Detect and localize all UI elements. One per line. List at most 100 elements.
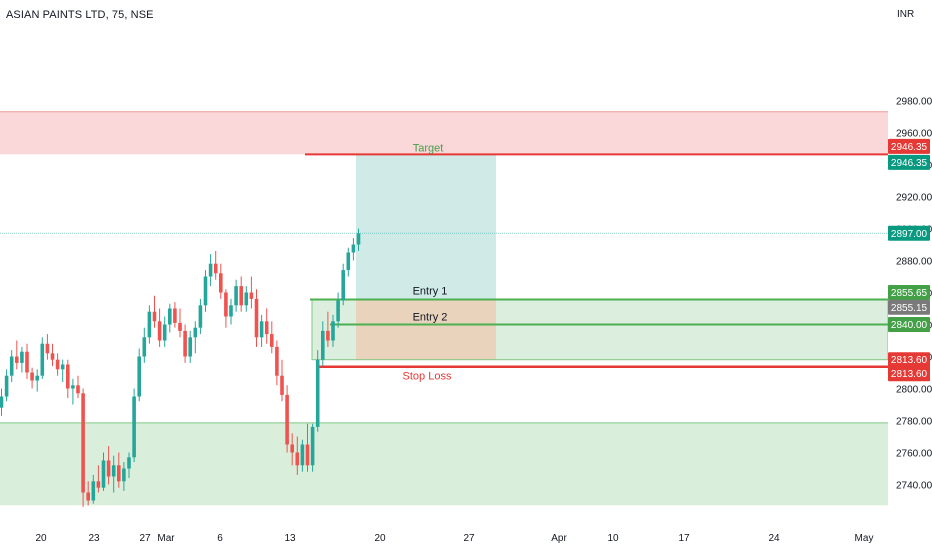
candle-body bbox=[4, 375, 9, 397]
candle-body bbox=[183, 330, 187, 357]
candle-body bbox=[331, 321, 335, 341]
candle-body bbox=[137, 356, 141, 397]
candle-body bbox=[111, 465, 116, 477]
zone-target-box bbox=[356, 154, 496, 300]
candle-body bbox=[295, 452, 300, 466]
candle-body bbox=[117, 465, 121, 482]
x-tick-label: 13 bbox=[284, 533, 296, 544]
candle-body bbox=[178, 322, 182, 331]
candle-body bbox=[264, 321, 269, 335]
zone-support bbox=[0, 422, 888, 506]
candle-body bbox=[71, 385, 75, 389]
candle-body bbox=[30, 372, 34, 381]
candle-body bbox=[193, 327, 198, 338]
price-badge bbox=[888, 154, 930, 170]
candle-body bbox=[315, 359, 320, 427]
candle-body bbox=[208, 263, 213, 277]
candle-body bbox=[173, 308, 177, 323]
candle-body bbox=[300, 444, 305, 466]
target-label: Target bbox=[413, 142, 444, 154]
price-badge-text: 2813.60 bbox=[891, 355, 928, 366]
zone-risk-box bbox=[356, 299, 496, 360]
candle-body bbox=[219, 273, 223, 293]
time-axis-bg bbox=[0, 525, 932, 550]
entry2-label: Entry 2 bbox=[413, 312, 448, 324]
x-tick-label: 27 bbox=[463, 533, 475, 544]
candle-body bbox=[106, 460, 111, 477]
candle-body bbox=[285, 394, 289, 445]
x-tick-label: Apr bbox=[551, 533, 567, 544]
x-tick-label: 20 bbox=[374, 533, 386, 544]
candle-body bbox=[188, 337, 192, 357]
y-tick-label: 2740.00 bbox=[896, 481, 932, 492]
candle-body bbox=[290, 444, 294, 453]
price-badge-text: 2855.65 bbox=[891, 288, 928, 299]
candle-body bbox=[275, 346, 279, 376]
price-badge-text: 2813.60 bbox=[891, 369, 928, 380]
candle-body bbox=[81, 393, 85, 493]
candle-body bbox=[341, 270, 345, 301]
candle-body bbox=[0, 396, 4, 408]
candle-body bbox=[321, 330, 325, 360]
price-badge bbox=[888, 225, 930, 241]
candle-body bbox=[198, 305, 203, 328]
candle-body bbox=[280, 375, 284, 395]
candle-body bbox=[35, 375, 39, 381]
candle-body bbox=[168, 308, 172, 325]
x-tick-label: Mar bbox=[157, 533, 175, 544]
candle-body bbox=[20, 351, 24, 363]
candle-body bbox=[152, 311, 157, 322]
y-tick-label: 2780.00 bbox=[896, 417, 932, 428]
stop-loss-label: Stop Loss bbox=[403, 371, 452, 383]
zone-resistance bbox=[0, 111, 888, 155]
y-tick-label: 2920.00 bbox=[896, 193, 932, 204]
candle-body bbox=[66, 364, 70, 389]
candle-body bbox=[55, 359, 60, 370]
candle-body bbox=[40, 343, 45, 376]
price-badge bbox=[888, 352, 930, 368]
x-tick-label: May bbox=[855, 533, 874, 544]
candle-body bbox=[270, 334, 274, 347]
candle-body bbox=[127, 457, 131, 469]
price-badge-text: 2946.35 bbox=[891, 142, 928, 153]
price-badge bbox=[888, 299, 930, 315]
candle-body bbox=[76, 385, 80, 394]
y-tick-label: 2800.00 bbox=[896, 385, 932, 396]
price-badge bbox=[888, 138, 930, 154]
x-tick-label: 17 bbox=[678, 533, 690, 544]
candle-body bbox=[86, 492, 90, 501]
candle-body bbox=[310, 426, 315, 466]
candle-body bbox=[9, 356, 14, 376]
price-badge bbox=[888, 284, 930, 300]
candle-body bbox=[142, 337, 147, 357]
candle-body bbox=[356, 233, 361, 245]
y-tick-label: 2880.00 bbox=[896, 257, 932, 268]
candle-body bbox=[224, 292, 228, 317]
y-tick-label: 2980.00 bbox=[896, 97, 932, 108]
candle-body bbox=[60, 364, 65, 370]
candle-body bbox=[147, 311, 152, 338]
price-badge bbox=[888, 366, 930, 382]
candle-body bbox=[15, 356, 19, 363]
candle-body bbox=[346, 252, 351, 271]
price-badge-text: 2946.35 bbox=[891, 158, 928, 169]
candle-body bbox=[157, 321, 162, 341]
candle-body bbox=[234, 286, 238, 306]
candle-body bbox=[239, 286, 243, 306]
price-badge bbox=[888, 317, 930, 332]
candle-body bbox=[249, 292, 254, 299]
candle-body bbox=[132, 396, 136, 458]
price-axis-bg bbox=[888, 0, 932, 550]
candle-body bbox=[101, 460, 106, 488]
candle-body bbox=[50, 353, 55, 360]
price-badge-text: 2855.15 bbox=[891, 303, 928, 314]
candle-body bbox=[229, 305, 233, 317]
y-tick-label: 2760.00 bbox=[896, 449, 932, 460]
candle-body bbox=[244, 292, 249, 306]
candle-body bbox=[305, 444, 310, 466]
entry1-label: Entry 1 bbox=[413, 285, 448, 297]
candle-body bbox=[96, 481, 101, 488]
symbol-title: ASIAN PAINTS LTD, 75, NSE bbox=[6, 9, 154, 21]
